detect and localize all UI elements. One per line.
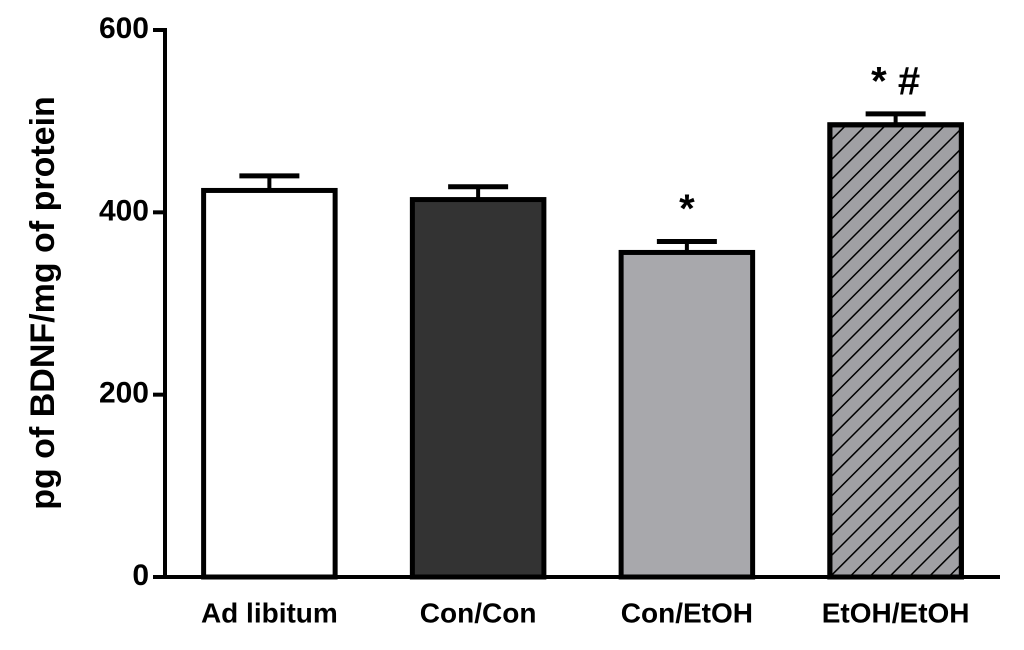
y-tick-label: 200	[99, 377, 149, 410]
y-tick-label: 400	[99, 194, 149, 227]
y-tick-label: 0	[132, 559, 149, 592]
x-tick-label: Con/EtOH	[621, 597, 753, 628]
bar	[618, 249, 756, 580]
bar-hatch	[827, 122, 964, 580]
bar	[409, 197, 547, 580]
x-tick-label: EtOH/EtOH	[822, 597, 970, 628]
bar	[201, 187, 338, 580]
y-tick-label: 600	[99, 12, 149, 45]
x-tick-label: Ad libitum	[201, 597, 338, 628]
x-tick-label: Con/Con	[420, 597, 537, 628]
y-axis-label: pg of BDNF/mg of protein	[24, 96, 62, 510]
significance-label: *	[679, 187, 695, 231]
significance-label: * #	[871, 59, 920, 103]
